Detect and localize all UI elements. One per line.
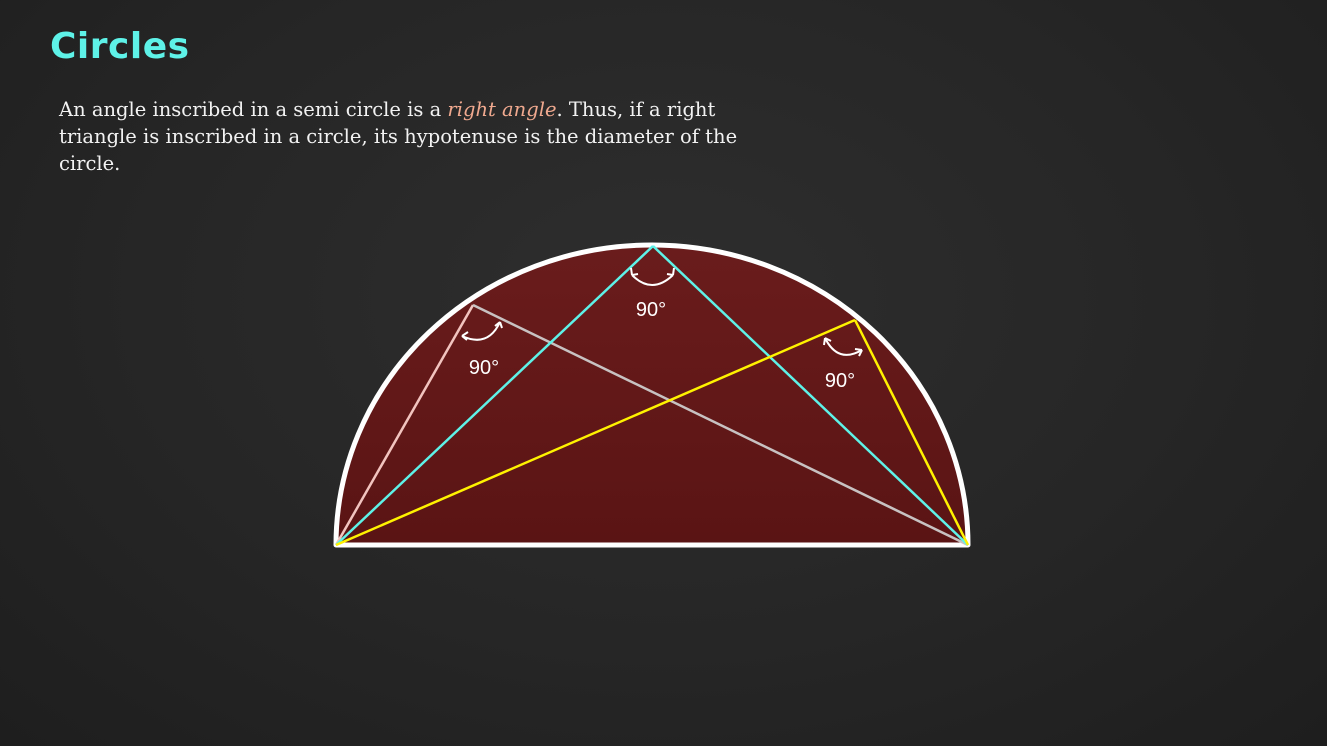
body-text-end: . Thus, if a right triangle is inscribed… <box>59 98 738 175</box>
angle-label-left: 90° <box>469 357 499 379</box>
angle-arc-top-icon <box>630 267 675 286</box>
slide-body-text: An angle inscribed in a semi circle is a… <box>59 96 739 177</box>
triangle-top-right-side <box>652 245 969 546</box>
semicircle-outline <box>333 242 971 548</box>
body-text-emphasis: right angle <box>447 98 557 121</box>
triangle-right-long-side <box>335 318 856 547</box>
triangle-top-left-side <box>335 245 654 546</box>
triangle-left-long-side <box>472 303 969 547</box>
semicircle-fill <box>336 245 968 545</box>
triangle-left-short-side <box>334 304 475 546</box>
triangle-right-short-side <box>853 319 970 546</box>
angle-arc-left-icon <box>461 321 503 341</box>
slide-title: Circles <box>50 26 190 67</box>
body-text-start: An angle inscribed in a semi circle is a <box>59 98 448 121</box>
angle-label-right: 90° <box>825 370 855 392</box>
angle-arc-right-icon <box>823 337 863 357</box>
angle-label-top: 90° <box>636 299 666 321</box>
